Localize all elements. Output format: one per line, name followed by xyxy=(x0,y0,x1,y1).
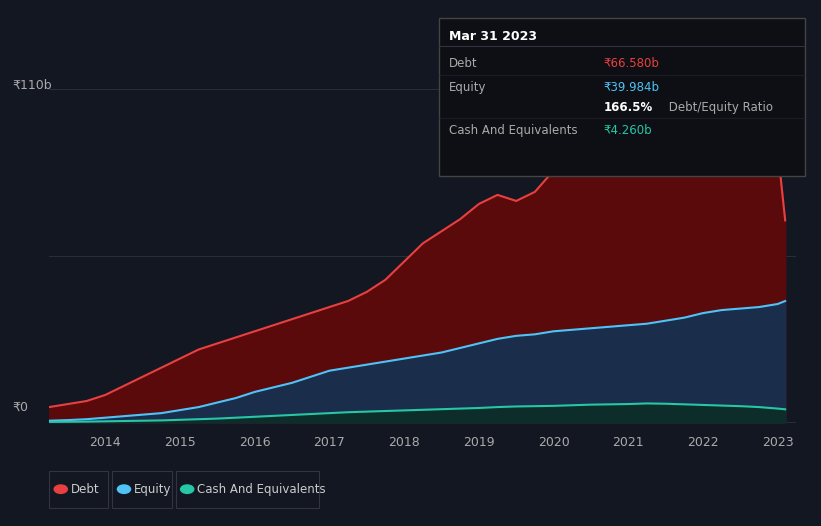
Text: Debt/Equity Ratio: Debt/Equity Ratio xyxy=(665,102,773,114)
Text: Cash And Equivalents: Cash And Equivalents xyxy=(449,124,578,137)
Text: Debt: Debt xyxy=(449,57,478,69)
Text: Cash And Equivalents: Cash And Equivalents xyxy=(197,483,326,495)
Text: Debt: Debt xyxy=(71,483,99,495)
Text: Equity: Equity xyxy=(449,82,487,94)
Text: Equity: Equity xyxy=(134,483,172,495)
Text: ₹66.580b: ₹66.580b xyxy=(603,57,659,69)
Text: 166.5%: 166.5% xyxy=(603,102,653,114)
Text: ₹110b: ₹110b xyxy=(12,79,52,92)
Text: ₹4.260b: ₹4.260b xyxy=(603,124,652,137)
Text: ₹0: ₹0 xyxy=(12,401,28,414)
Text: Mar 31 2023: Mar 31 2023 xyxy=(449,31,537,43)
Text: ₹39.984b: ₹39.984b xyxy=(603,82,659,94)
